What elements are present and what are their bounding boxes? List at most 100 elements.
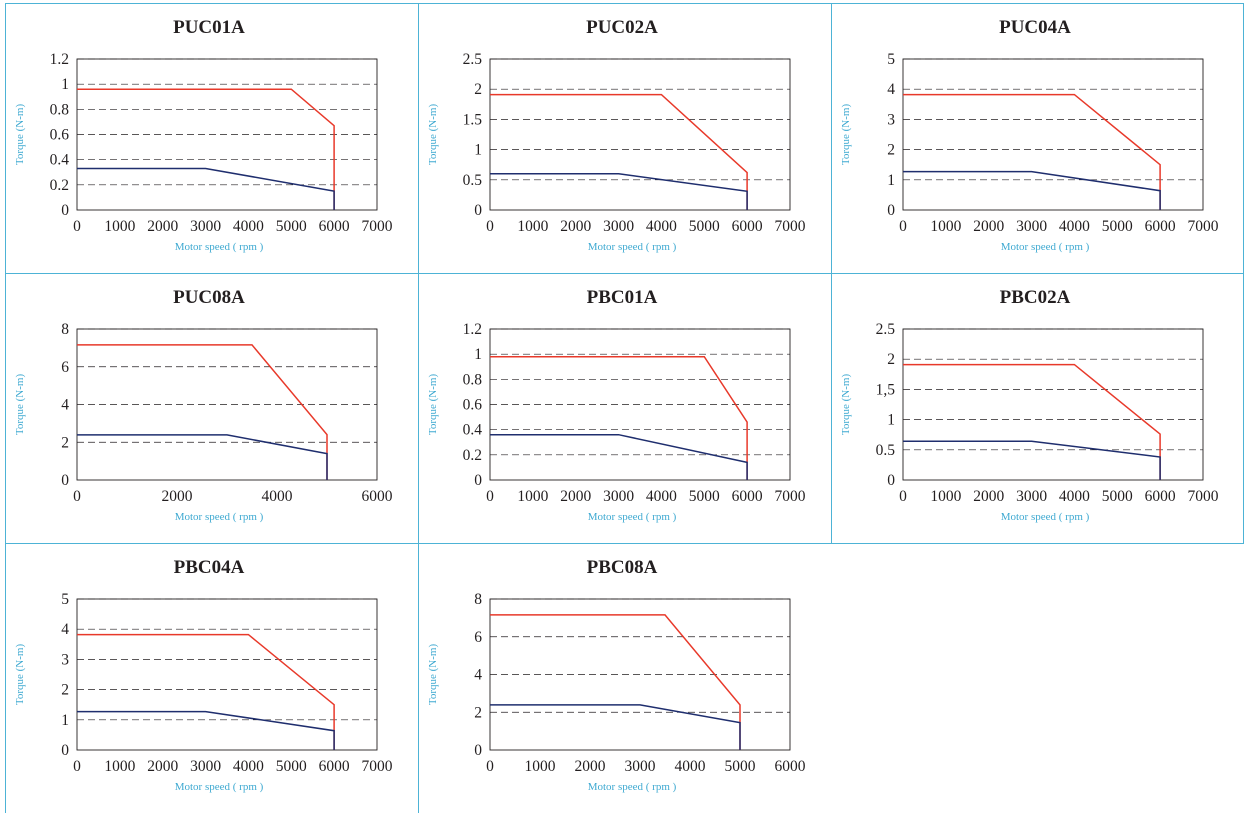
chart-svg: PUC04A 0 1 2 3 4 5 0 1000 2000 3000 4000 5000 6000 700… bbox=[840, 17, 1219, 253]
y-tick-label: 4 bbox=[887, 81, 895, 98]
peak-torque-line bbox=[490, 355, 748, 480]
y-tick-label: 1 bbox=[474, 346, 482, 363]
chart-title: PUC02A bbox=[586, 17, 658, 38]
x-tick-label: 0 bbox=[73, 218, 81, 235]
x-tick-label: 4000 bbox=[646, 218, 677, 235]
y-tick-label: 5 bbox=[887, 51, 895, 68]
chart-svg: PBC04A 0 1 2 3 4 5 0 1000 2000 3000 4000 5000 6000 700… bbox=[14, 557, 393, 793]
chart-panel-puc08a: PUC08A 0 2 4 6 8 0 2000 4000 6000 Motor speed ( rp… bbox=[5, 273, 418, 543]
y-tick-label: 8 bbox=[474, 591, 482, 608]
x-tick-label: 4000 bbox=[233, 758, 264, 775]
y-tick-label: 1 bbox=[474, 142, 482, 159]
y-tick-label: 0.4 bbox=[463, 422, 483, 439]
x-axis-label: Motor speed ( rpm ) bbox=[175, 781, 264, 793]
chart-title: PBC02A bbox=[1000, 287, 1071, 308]
y-tick-label: 1.2 bbox=[463, 321, 482, 338]
y-axis-label: Torque (N-m) bbox=[14, 104, 26, 166]
y-tick-label: 0 bbox=[887, 472, 895, 489]
x-tick-label: 4000 bbox=[1059, 218, 1090, 235]
y-tick-label: 1 bbox=[61, 76, 69, 93]
rated-torque-line bbox=[903, 440, 1161, 480]
chart-panel-puc02a: PUC02A 0 0.5 1 1.5 2 2.5 0 1000 2000 3000 4000 5000 6… bbox=[418, 3, 831, 273]
x-tick-label: 3000 bbox=[190, 218, 221, 235]
chart-title: PBC04A bbox=[174, 557, 245, 578]
x-tick-label: 1000 bbox=[517, 218, 548, 235]
x-tick-label: 4000 bbox=[262, 488, 293, 505]
y-tick-label: 0 bbox=[474, 202, 482, 219]
y-tick-label: 2 bbox=[887, 351, 895, 368]
x-tick-label: 7000 bbox=[362, 218, 393, 235]
plot-frame bbox=[902, 58, 1204, 211]
plot-frame bbox=[76, 328, 378, 481]
chart-panel-pbc02a: PBC02A 0 0.5 1 1,5 2 2.5 0 1000 2000 3000 4000 5000 6… bbox=[831, 273, 1244, 543]
border-h1 bbox=[5, 273, 1244, 274]
y-tick-label: 0 bbox=[474, 472, 482, 489]
x-tick-label: 6000 bbox=[319, 758, 350, 775]
y-axis-label: Torque (N-m) bbox=[14, 644, 26, 706]
plot-frame bbox=[902, 328, 1204, 481]
x-axis-label: Motor speed ( rpm ) bbox=[1001, 241, 1090, 253]
x-tick-label: 0 bbox=[486, 218, 494, 235]
peak-torque-line bbox=[903, 363, 1161, 480]
peak-torque-line bbox=[903, 93, 1161, 210]
x-tick-label: 4000 bbox=[646, 488, 677, 505]
x-tick-label: 2000 bbox=[973, 488, 1004, 505]
x-tick-label: 0 bbox=[899, 488, 907, 505]
y-tick-label: 6 bbox=[474, 629, 482, 646]
y-axis-label: Torque (N-m) bbox=[14, 374, 26, 436]
peak-torque-line bbox=[77, 633, 335, 750]
x-tick-label: 0 bbox=[73, 488, 81, 505]
x-tick-label: 0 bbox=[899, 218, 907, 235]
chart-title: PUC04A bbox=[999, 17, 1071, 38]
x-axis-label: Motor speed ( rpm ) bbox=[175, 511, 264, 523]
y-tick-label: 0.8 bbox=[50, 101, 70, 118]
y-tick-label: 2 bbox=[887, 142, 895, 159]
y-tick-label: 1.2 bbox=[50, 51, 69, 68]
x-tick-label: 5000 bbox=[689, 218, 720, 235]
x-tick-label: 6000 bbox=[1145, 488, 1176, 505]
y-tick-label: 0.2 bbox=[463, 447, 482, 464]
x-tick-label: 3000 bbox=[1016, 488, 1047, 505]
y-tick-label: 0 bbox=[61, 202, 69, 219]
rated-torque-line bbox=[490, 433, 748, 480]
chart-panel-pbc01a: PBC01A 0 0.2 0.4 0.6 0.8 1 1.2 0 1000 2000 3000 4000… bbox=[418, 273, 831, 543]
x-axis-label: Motor speed ( rpm ) bbox=[1001, 511, 1090, 523]
x-tick-label: 2000 bbox=[560, 218, 591, 235]
border-left bbox=[5, 3, 6, 813]
chart-panel-puc01a: PUC01A 0 0.2 0.4 0.6 0.8 1 1.2 0 1000 2000 3000 4000… bbox=[5, 3, 418, 273]
rated-torque-line bbox=[77, 710, 335, 750]
peak-torque-line bbox=[490, 93, 748, 210]
x-tick-label: 0 bbox=[486, 488, 494, 505]
x-tick-label: 7000 bbox=[775, 488, 806, 505]
x-tick-label: 6000 bbox=[732, 488, 763, 505]
chart-title: PUC01A bbox=[173, 17, 245, 38]
peak-torque-line bbox=[77, 344, 328, 480]
rated-torque-line bbox=[490, 704, 741, 750]
y-tick-label: 0.6 bbox=[50, 127, 70, 144]
chart-svg: PUC02A 0 0.5 1 1.5 2 2.5 0 1000 2000 3000 4000 5000 6… bbox=[427, 17, 806, 253]
chart-svg: PBC02A 0 0.5 1 1,5 2 2.5 0 1000 2000 3000 4000 5000 6… bbox=[840, 287, 1219, 523]
plot-frame bbox=[489, 598, 791, 751]
y-tick-label: 6 bbox=[61, 359, 69, 376]
x-axis-label: Motor speed ( rpm ) bbox=[175, 241, 264, 253]
x-tick-label: 7000 bbox=[775, 218, 806, 235]
rated-torque-line bbox=[77, 434, 328, 480]
plot-frame bbox=[489, 58, 791, 211]
plot-frame bbox=[76, 598, 378, 751]
chart-svg: PBC08A 0 2 4 6 8 0 1000 2000 3000 4000 5000 6000 Moto… bbox=[427, 557, 806, 793]
x-tick-label: 6000 bbox=[362, 488, 393, 505]
y-axis-label: Torque (N-m) bbox=[840, 374, 852, 436]
rated-torque-line bbox=[77, 167, 335, 210]
chart-panel-pbc04a: PBC04A 0 1 2 3 4 5 0 1000 2000 3000 4000 5000 6000 700… bbox=[5, 543, 418, 813]
border-h2 bbox=[5, 543, 1244, 544]
x-tick-label: 5000 bbox=[725, 758, 756, 775]
x-tick-label: 6000 bbox=[775, 758, 806, 775]
y-tick-label: 1.5 bbox=[463, 111, 483, 128]
y-tick-label: 1 bbox=[887, 412, 895, 429]
x-tick-label: 1000 bbox=[104, 218, 135, 235]
x-tick-label: 0 bbox=[486, 758, 494, 775]
x-tick-label: 3000 bbox=[603, 218, 634, 235]
y-tick-label: 1,5 bbox=[876, 381, 896, 398]
x-axis-label: Motor speed ( rpm ) bbox=[588, 511, 677, 523]
y-tick-label: 8 bbox=[61, 321, 69, 338]
